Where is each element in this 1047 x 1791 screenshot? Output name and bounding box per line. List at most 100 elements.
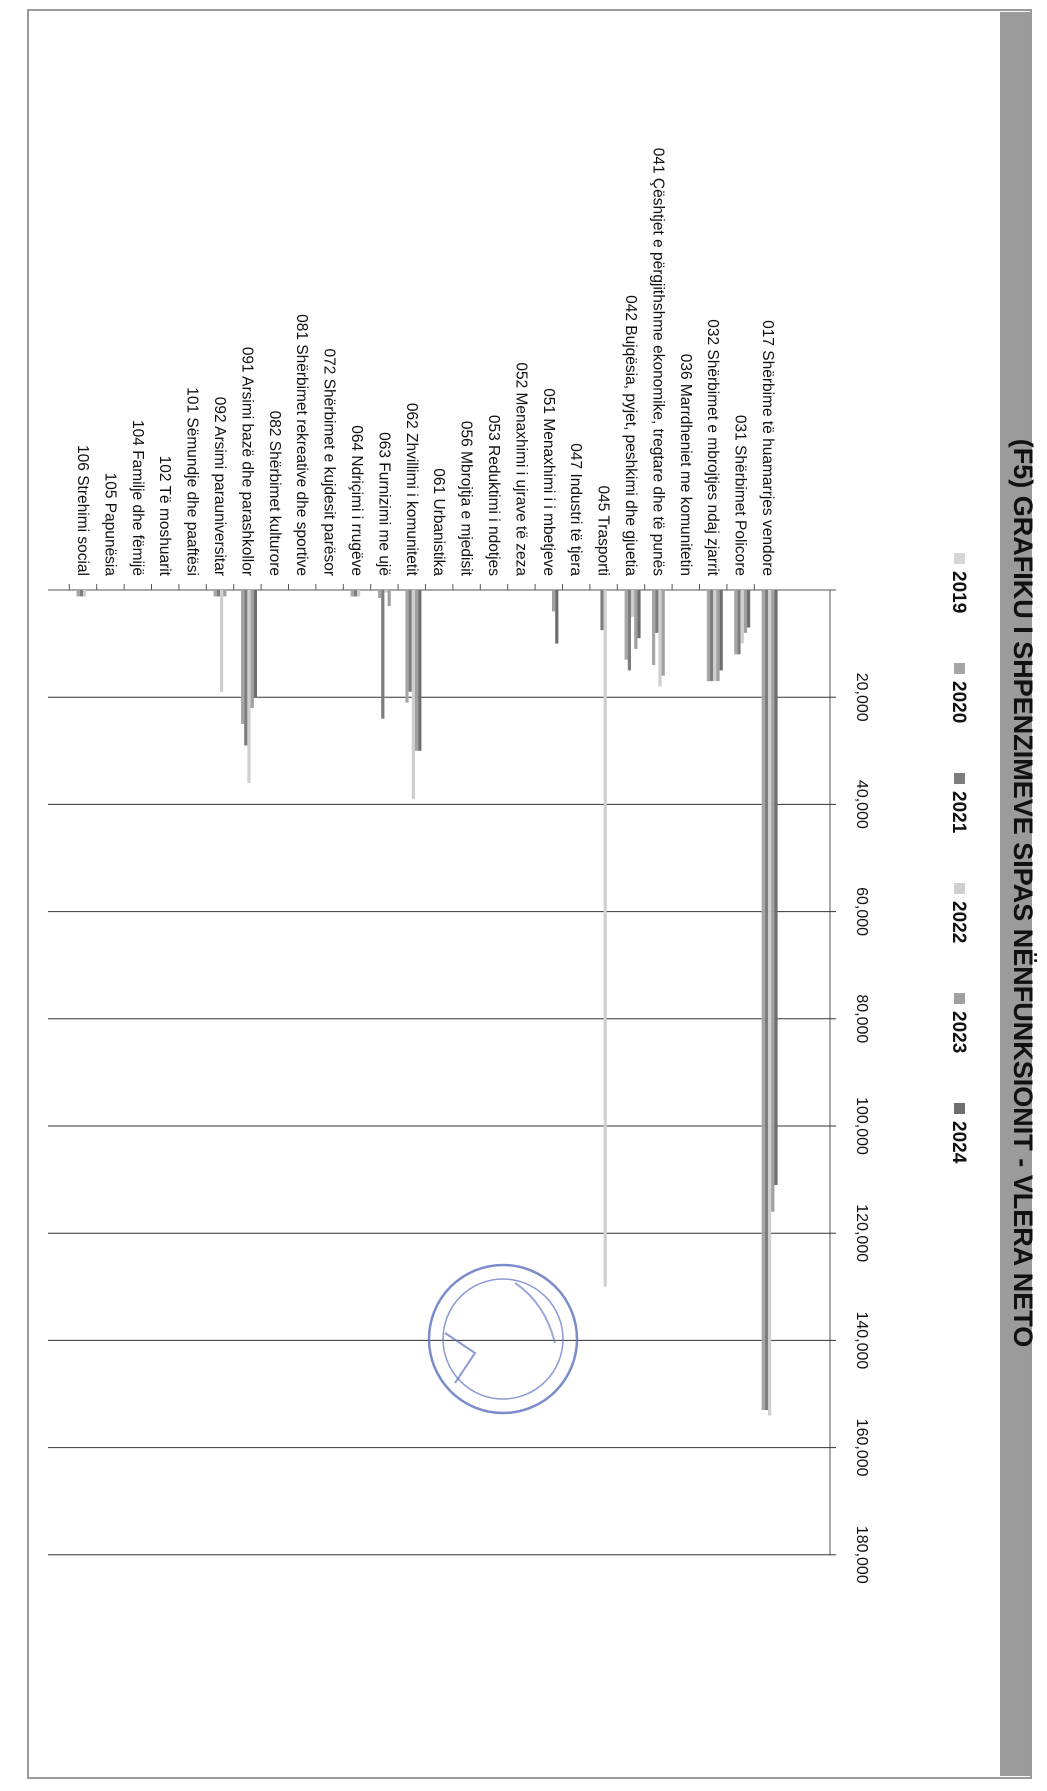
legend-swatch-2019 (954, 553, 965, 564)
legend-label-2020: 2020 (948, 681, 969, 723)
tick-label: 160,000 (853, 1419, 870, 1477)
bar-2023-19 (250, 590, 254, 708)
category-label: 053 Reduktimi i ndotjes (485, 415, 502, 576)
category-label: 032 Shërbimet e mbrojtjes ndaj zjarrit (704, 319, 721, 576)
category-label: 041 Çështjet e përgjithshme ekonomike, t… (649, 148, 666, 576)
bar-2022-13 (411, 590, 415, 800)
tick-label: 120,000 (853, 1204, 870, 1262)
legend-swatch-2023 (954, 993, 965, 1004)
bar-2020-25 (76, 590, 80, 597)
category-label: 056 Mbrojtja e mjedisit (458, 421, 475, 577)
bar-2020-20 (213, 590, 217, 597)
bar-2021-13 (408, 590, 412, 692)
category-label: 106 Strehimi social (74, 445, 91, 576)
bar-2020-4 (652, 590, 656, 666)
category-label: 072 Shërbimet e kujdesit parësor (321, 349, 338, 576)
category-label: 045 Trasporti (595, 486, 612, 576)
bar-2024-8 (555, 590, 559, 644)
category-label: 052 Menaxhimi i ujrave të zeza (512, 362, 529, 576)
bar-2022-15 (357, 590, 361, 597)
bar-2020-13 (405, 590, 409, 703)
title-layer: (F5) GRAFIKU I SHPENZIMEVE SIPAS NËNFUNK… (1008, 439, 1038, 1348)
bars-layer (76, 590, 778, 1416)
category-label: 051 Menaxhimi i i mbetjeve (540, 388, 557, 576)
bar-2023-2 (716, 590, 720, 682)
bar-2022-14 (384, 590, 388, 593)
bar-2024-13 (418, 590, 422, 751)
category-label: 062 Zhvillimi i komunitetit (403, 403, 420, 577)
bar-2021-4 (655, 590, 659, 633)
chart-title: (F5) GRAFIKU I SHPENZIMEVE SIPAS NËNFUNK… (1008, 439, 1038, 1348)
category-label: 042 Bujqësia, pyjet, peshkimi dhe gjueti… (622, 295, 639, 576)
legend-label-2021: 2021 (948, 791, 969, 834)
bar-2022-0 (768, 590, 772, 1416)
bar-2022-25 (83, 590, 87, 597)
category-label: 036 Marrdheniet me komunitetin (677, 354, 694, 576)
legend-label-2022: 2022 (948, 901, 969, 943)
tick-label: 20,000 (853, 673, 870, 722)
category-label: 031 Shërbimet Policore (732, 415, 749, 576)
bar-2020-5 (624, 590, 628, 660)
bar-2022-6 (603, 590, 607, 1287)
bar-2020-2 (706, 590, 710, 682)
category-label: 082 Shërbimet kulturore (266, 411, 283, 576)
bar-2022-4 (658, 590, 662, 687)
legend-swatch-2021 (954, 773, 965, 784)
category-label: 064 Ndriçimi i rrugëve (348, 425, 365, 576)
grid-layer (48, 584, 836, 1556)
legend-swatch-2022 (954, 883, 965, 894)
bar-2021-6 (600, 590, 604, 631)
bar-2022-20 (220, 590, 224, 692)
bar-2020-1 (734, 590, 738, 655)
bar-2021-2 (710, 590, 714, 682)
labels-layer: 017 Shërbime të huamarrjes vendore 031 Sh… (74, 148, 776, 577)
bar-2024-5 (637, 590, 641, 639)
tick-label: 80,000 (853, 994, 870, 1043)
legend-swatch-2020 (954, 663, 965, 674)
bar-2024-2 (719, 590, 723, 671)
bar-2021-15 (353, 590, 357, 597)
legend-swatch-2024 (954, 1103, 965, 1114)
title-band (1000, 12, 1030, 1776)
bar-2023-14 (387, 590, 391, 607)
bar-2022-2 (713, 590, 717, 682)
bar-2020-0 (761, 590, 765, 1411)
bar-2022-1 (740, 590, 744, 644)
category-label: 081 Shërbimet rekreative dhe sportive (293, 314, 310, 576)
bar-2024-0 (774, 590, 778, 1185)
bar-2020-15 (350, 590, 354, 597)
bar-2021-14 (381, 590, 385, 719)
bar-2021-19 (244, 590, 248, 746)
bar-2020-14 (378, 590, 382, 599)
bar-2024-1 (747, 590, 751, 628)
bar-2024-19 (253, 590, 257, 698)
tick-label: 100,000 (853, 1097, 870, 1155)
bar-2023-8 (552, 590, 556, 612)
stamp-seal (395, 1243, 585, 1433)
bar-2023-4 (661, 590, 665, 676)
category-label: 063 Furnizimi me ujë (375, 432, 392, 576)
category-label: 101 Sëmundje dhe paaftësi (184, 387, 201, 576)
bar-2023-13 (415, 590, 419, 751)
tick-label: 140,000 (853, 1311, 870, 1369)
tick-label: 180,000 (853, 1526, 870, 1584)
category-label: 017 Shërbime të huamarrjes vendore (759, 320, 776, 576)
bar-2022-19 (247, 590, 251, 783)
bar-2023-20 (223, 590, 227, 597)
legend-label-2019: 2019 (948, 571, 969, 613)
bar-2023-0 (771, 590, 775, 1212)
bar-2021-5 (627, 590, 631, 671)
ticks-layer: 20,000 40,000 60,000 80,000 100,000 120,000 14… (853, 673, 870, 1584)
category-label: 105 Papunësia (101, 473, 118, 577)
bar-2023-1 (743, 590, 747, 633)
legend-label-2024: 2024 (948, 1121, 969, 1164)
category-label: 061 Urbanistika (430, 468, 447, 576)
bar-2023-5 (634, 590, 638, 649)
legend-label-2023: 2023 (948, 1011, 969, 1053)
bar-2021-0 (764, 590, 768, 1411)
bar-2020-19 (241, 590, 245, 724)
legend-layer: 2019 2020 2021 2022 2023 2024 (948, 553, 969, 1164)
